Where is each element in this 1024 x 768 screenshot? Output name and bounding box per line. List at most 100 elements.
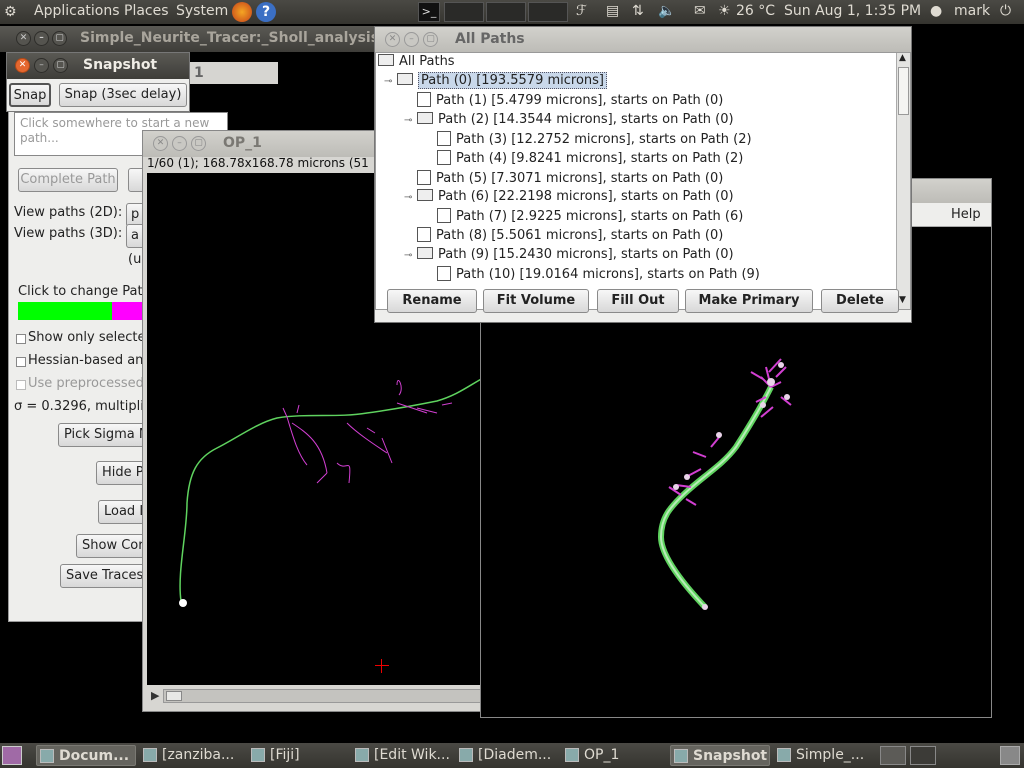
crosshair-icon (375, 659, 389, 673)
make-primary-button[interactable]: Make Primary (685, 289, 813, 313)
close-icon[interactable]: ✕ (16, 31, 31, 46)
close-icon[interactable]: ✕ (15, 58, 30, 73)
printer-icon[interactable]: ▤ (606, 3, 620, 19)
tree-item-path-2[interactable]: ⊸ Path (2) [14.3544 microns], starts on P… (404, 111, 734, 131)
mail-icon[interactable]: ✉ (694, 3, 706, 19)
scroll-up-icon[interactable]: ▲ (899, 53, 906, 63)
snap-button[interactable]: Snap (9, 83, 51, 107)
minimize-icon[interactable]: – (34, 31, 49, 46)
maximize-icon[interactable]: ▢ (423, 32, 438, 47)
rename-button[interactable]: Rename (387, 289, 477, 313)
minimize-icon[interactable]: – (404, 32, 419, 47)
tree-item-path-6[interactable]: ⊸ Path (6) [22.2198 microns], starts on P… (404, 188, 734, 208)
user-icon: ● (930, 3, 943, 19)
delete-button[interactable]: Delete (821, 289, 899, 313)
maximize-icon[interactable]: ▢ (53, 58, 68, 73)
maximize-icon[interactable]: ▢ (191, 136, 206, 151)
task-op1[interactable]: OP_1 (562, 745, 666, 766)
menu-applications[interactable]: Applications (34, 3, 120, 19)
help-icon[interactable]: ? (256, 2, 276, 22)
selected-path-color-swatch[interactable] (18, 302, 112, 320)
tree-item-path-9[interactable]: ⊸ Path (9) [15.2430 microns], starts on P… (404, 246, 734, 266)
tree-scrollbar[interactable]: ▲ ▼ (896, 53, 910, 309)
task-simple-neurite[interactable]: Simple_... (774, 745, 874, 766)
network-arrows-icon[interactable]: ⇅ (632, 3, 644, 19)
tree-item-path-3[interactable]: Path (3) [12.2752 microns], starts on Pa… (424, 130, 752, 150)
tracer-window-titlebar[interactable]: ✕ – ▢ Simple_Neurite_Tracer:_Sholl_analy… (0, 26, 379, 52)
path-color-swatch[interactable] (112, 302, 142, 320)
taskbar: Docum... [zanziba... [Fiji] [Edit Wik... [Di… (0, 743, 1024, 768)
snapshot-titlebar[interactable]: ✕ – ▢ Snapshot (7, 53, 189, 79)
tree-item-path-4[interactable]: Path (4) [9.8241 microns], starts on Pat… (424, 150, 743, 169)
show-only-selected-checkbox[interactable] (16, 334, 26, 344)
pick-sigma-button[interactable]: Pick Sigma M (58, 423, 150, 447)
scrollbar-thumb[interactable] (898, 67, 909, 115)
task-snapshot[interactable]: Snapshot (670, 745, 770, 766)
tree-item-path-0[interactable]: ⊸ Path (0) [193.5579 microns] (384, 72, 607, 92)
task-diadem[interactable]: [Diadem... (456, 745, 558, 766)
load-button[interactable]: Load L (98, 500, 148, 524)
clock[interactable]: Sun Aug 1, 1:35 PM (784, 3, 922, 19)
workspace-2[interactable] (910, 746, 936, 765)
task-zanzibar[interactable]: [zanziba... (140, 745, 244, 766)
fit-volume-button[interactable]: Fit Volume (483, 289, 589, 313)
complete-path-button[interactable]: Complete Path (18, 168, 118, 192)
maximize-icon[interactable]: ▢ (52, 31, 67, 46)
tree-item-label: Path (1) [5.4799 microns], starts on Pat… (436, 93, 724, 109)
task-label: Snapshot (693, 748, 768, 764)
help-menu[interactable]: Help (951, 207, 981, 222)
snap-delay-button[interactable]: Snap (3sec delay) (59, 83, 187, 107)
firefox-icon[interactable] (232, 2, 252, 22)
show-cor-button[interactable]: Show Cor (76, 534, 148, 558)
volume-icon[interactable]: 🔈 (658, 3, 676, 19)
save-traces-button[interactable]: Save Traces (60, 564, 148, 588)
tree-item-path-8[interactable]: Path (8) [5.5061 microns], starts on Pat… (404, 227, 723, 246)
tree-item-path-10[interactable]: Path (10) [19.0164 microns], starts on P… (424, 266, 760, 285)
paths-tree[interactable]: All Paths ⊸ Path (0) [193.5579 microns] Pa… (375, 52, 911, 310)
click-to-change-label: Click to change Pat (18, 284, 143, 299)
tree-root[interactable]: All Paths (378, 54, 455, 73)
network-monitor (528, 2, 568, 22)
show-desktop-icon[interactable] (2, 746, 22, 765)
neuron-3d-render (657, 358, 792, 610)
snapshot-title: Snapshot (83, 57, 158, 73)
close-icon[interactable]: ✕ (153, 136, 168, 151)
minimize-icon[interactable]: – (34, 58, 49, 73)
task-edit-wiki[interactable]: [Edit Wik... (352, 745, 452, 766)
window-icon (459, 748, 473, 762)
hide-button[interactable]: Hide P (96, 461, 148, 485)
user-name[interactable]: mark (954, 3, 991, 19)
ubuntu-logo-icon[interactable]: ⚙ (4, 4, 17, 20)
power-icon[interactable]: ⏻ (1000, 3, 1012, 19)
temperature[interactable]: 26 °C (736, 3, 776, 19)
tree-item-path-1[interactable]: Path (1) [5.4799 microns], starts on Pat… (404, 92, 723, 111)
menu-places[interactable]: Places (124, 3, 169, 19)
tree-item-path-5[interactable]: Path (5) [7.3071 microns], starts on Pat… (404, 169, 723, 189)
scrollbar-thumb[interactable] (166, 691, 182, 701)
scroll-down-icon[interactable]: ▼ (899, 295, 906, 305)
task-fiji[interactable]: [Fiji] (248, 745, 348, 766)
close-icon[interactable]: ✕ (385, 32, 400, 47)
workspace-1[interactable] (880, 746, 906, 765)
folder-icon (378, 54, 394, 66)
use-preprocessed-label: Use preprocessed (28, 376, 144, 391)
trash-icon[interactable] (1000, 746, 1020, 765)
minimize-icon[interactable]: – (172, 136, 187, 151)
slice-scrollbar[interactable] (163, 689, 481, 703)
tree-item-path-7[interactable]: Path (7) [2.9225 microns], starts on Pat… (424, 208, 743, 227)
status-textarea[interactable]: Click somewhere to start a new path... (14, 112, 228, 156)
expand-handle-icon[interactable]: ⊸ (404, 191, 413, 203)
expand-handle-icon[interactable]: ⊸ (404, 249, 413, 261)
all-paths-titlebar[interactable]: ✕ – ▢ All Paths (375, 27, 911, 52)
expand-handle-icon[interactable]: ⊸ (404, 114, 413, 126)
task-label: [Fiji] (270, 747, 300, 763)
fill-out-button[interactable]: Fill Out (597, 289, 679, 313)
menu-system[interactable]: System (176, 3, 229, 19)
fiji-tray-icon[interactable]: ℱ (576, 3, 588, 19)
terminal-icon[interactable]: >_ (418, 2, 440, 22)
hessian-checkbox[interactable] (16, 357, 26, 367)
use-preprocessed-checkbox[interactable] (16, 380, 26, 390)
play-icon[interactable]: ▶ (151, 689, 160, 702)
expand-handle-icon[interactable]: ⊸ (384, 76, 393, 87)
task-documents[interactable]: Docum... (36, 745, 136, 766)
